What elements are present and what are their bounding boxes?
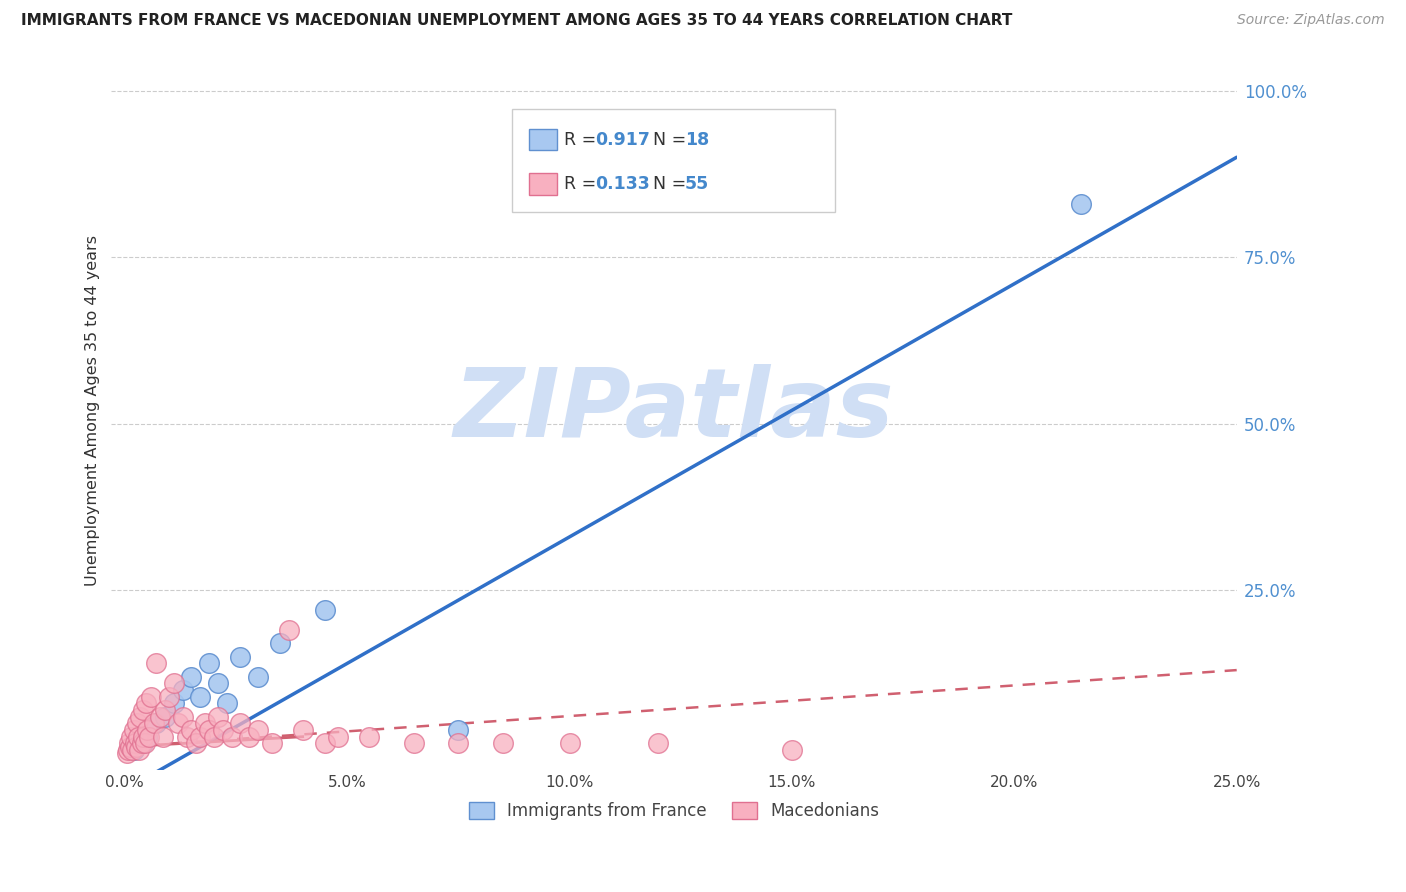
Text: 18: 18	[685, 130, 709, 149]
Point	[121, 743, 143, 757]
Point	[184, 736, 207, 750]
Point	[207, 676, 229, 690]
Point	[221, 730, 243, 744]
Point	[198, 657, 221, 671]
Text: ZIPatlas: ZIPatlas	[454, 364, 894, 457]
Point	[176, 730, 198, 744]
Point	[152, 730, 174, 744]
Point	[163, 697, 186, 711]
Point	[359, 730, 381, 744]
Point	[157, 690, 180, 704]
Point	[132, 730, 155, 744]
Point	[202, 730, 225, 744]
Point	[127, 716, 149, 731]
Point	[180, 670, 202, 684]
Point	[558, 736, 581, 750]
Point	[247, 723, 270, 737]
Point	[118, 736, 141, 750]
Point	[291, 723, 314, 737]
Point	[153, 709, 176, 723]
Point	[229, 649, 252, 664]
Point	[180, 723, 202, 737]
Point	[1070, 197, 1092, 211]
Point	[198, 723, 221, 737]
Point	[314, 603, 336, 617]
Text: R =: R =	[564, 175, 602, 194]
Text: N =: N =	[652, 130, 692, 149]
Point	[127, 730, 149, 744]
Text: N =: N =	[652, 175, 692, 194]
Legend: Immigrants from France, Macedonians: Immigrants from France, Macedonians	[463, 795, 886, 826]
Point	[131, 736, 153, 750]
Point	[153, 703, 176, 717]
Point	[142, 716, 165, 731]
Point	[149, 709, 172, 723]
Point	[145, 716, 167, 731]
Point	[131, 703, 153, 717]
Point	[125, 739, 148, 754]
Point	[211, 723, 233, 737]
Point	[167, 716, 190, 731]
Point	[122, 723, 145, 737]
Text: IMMIGRANTS FROM FRANCE VS MACEDONIAN UNEMPLOYMENT AMONG AGES 35 TO 44 YEARS CORR: IMMIGRANTS FROM FRANCE VS MACEDONIAN UNE…	[21, 13, 1012, 29]
Point	[647, 736, 669, 750]
Point	[447, 723, 470, 737]
Point	[314, 736, 336, 750]
Point	[207, 709, 229, 723]
Y-axis label: Unemployment Among Ages 35 to 44 years: Unemployment Among Ages 35 to 44 years	[86, 235, 100, 586]
Point	[492, 736, 515, 750]
Point	[328, 730, 350, 744]
Point	[120, 739, 142, 754]
Point	[229, 716, 252, 731]
Point	[278, 623, 301, 637]
Text: 55: 55	[685, 175, 709, 194]
Point	[190, 730, 212, 744]
Point	[115, 747, 138, 761]
Point	[247, 670, 270, 684]
Point	[134, 736, 156, 750]
Point	[190, 690, 212, 704]
Point	[136, 723, 159, 737]
Point	[136, 730, 159, 744]
Point	[131, 736, 153, 750]
Text: 0.917: 0.917	[595, 130, 650, 149]
Point	[269, 636, 291, 650]
Point	[128, 743, 150, 757]
Point	[141, 690, 163, 704]
Point	[172, 709, 194, 723]
Point	[215, 697, 238, 711]
Point	[194, 716, 217, 731]
Point	[172, 683, 194, 698]
Point	[122, 743, 145, 757]
Point	[163, 676, 186, 690]
Text: R =: R =	[564, 130, 602, 149]
Point	[120, 730, 142, 744]
Point	[447, 736, 470, 750]
Point	[138, 730, 160, 744]
Point	[135, 697, 157, 711]
Point	[238, 730, 260, 744]
Point	[402, 736, 425, 750]
Point	[124, 736, 146, 750]
Point	[117, 743, 139, 757]
Text: Source: ZipAtlas.com: Source: ZipAtlas.com	[1237, 13, 1385, 28]
Point	[260, 736, 283, 750]
Point	[145, 657, 167, 671]
Text: 0.133: 0.133	[595, 175, 650, 194]
Point	[780, 743, 803, 757]
Point	[129, 709, 152, 723]
